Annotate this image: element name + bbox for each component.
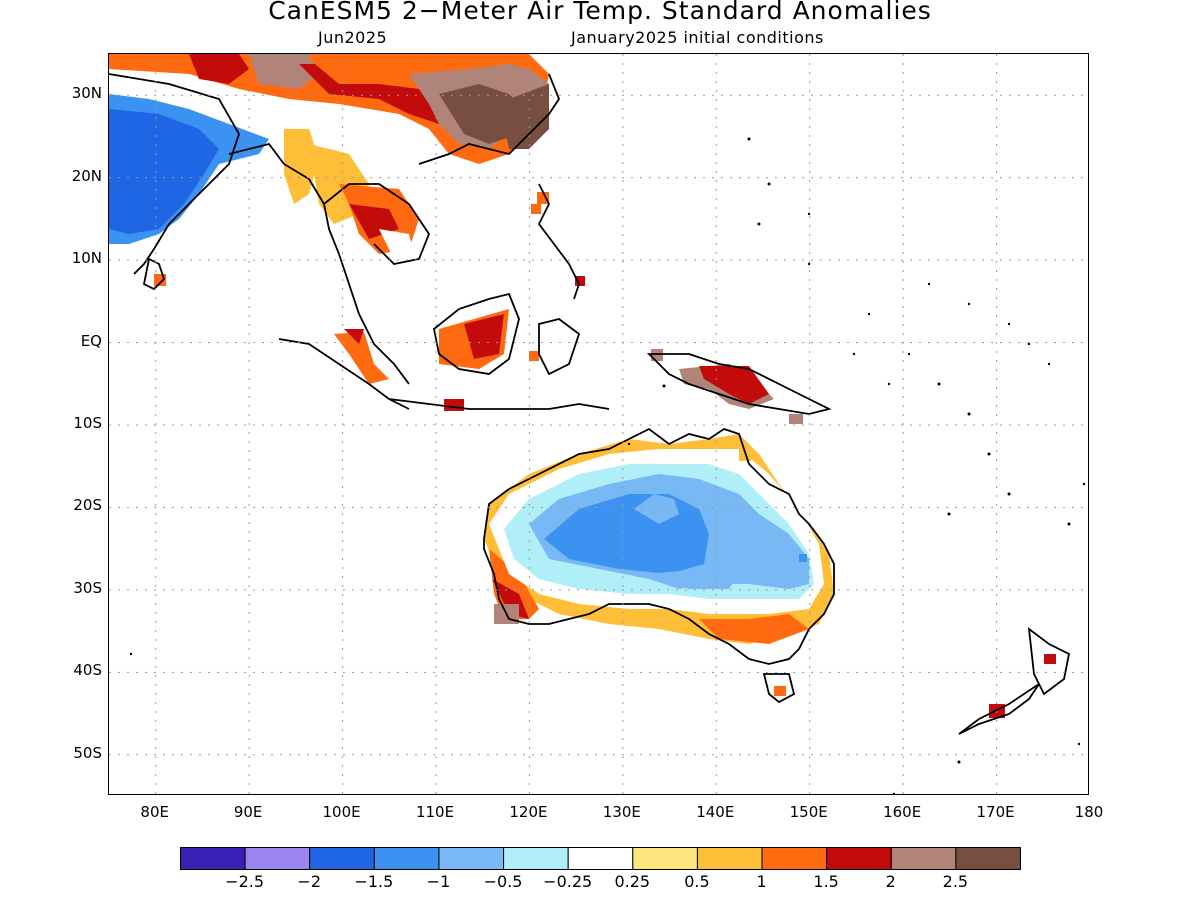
latitude-label: 50S: [73, 743, 102, 762]
latitude-label: 10S: [73, 414, 102, 432]
longitude-label: 90E: [233, 803, 263, 821]
color-swatch: [890, 847, 957, 870]
longitude-label: 120E: [509, 803, 548, 821]
longitude-label: 170E: [976, 803, 1015, 821]
asia-anomalies: [109, 54, 585, 411]
color-legend-label: −2: [297, 872, 322, 891]
color-legend-label: 1: [756, 872, 767, 891]
initial-conditions: January2025 initial conditions: [571, 28, 824, 47]
color-swatch: [955, 847, 1021, 870]
color-legend-bar: [180, 847, 1021, 870]
longitude-label: 160E: [883, 803, 922, 821]
color-legend-label: −1: [426, 872, 451, 891]
color-swatch: [244, 847, 311, 870]
color-legend-label: 0.5: [684, 872, 710, 891]
color-swatch: [567, 847, 634, 870]
color-legend-label: −0.25: [543, 872, 593, 891]
color-swatch: [438, 847, 505, 870]
longitude-label: 100E: [322, 803, 361, 821]
australia-anomalies: [484, 434, 834, 696]
color-swatch: [503, 847, 569, 870]
color-swatch: [180, 847, 246, 870]
color-swatch: [696, 847, 763, 870]
latitude-label: 20N: [71, 166, 102, 185]
map-canvas: [109, 54, 1088, 794]
longitude-label: 130E: [602, 803, 641, 821]
latitude-label: 30S: [73, 578, 102, 597]
color-legend-label: 1.5: [813, 872, 839, 891]
color-legend-label: 0.25: [614, 872, 651, 891]
color-legend-label: 2.5: [942, 872, 969, 891]
pacific-islands: [129, 137, 1086, 794]
longitude-label: 110E: [415, 803, 455, 821]
latitude-label: 10N: [71, 249, 102, 268]
color-legend-label: −1.5: [354, 872, 394, 891]
longitude-label: 150E: [789, 803, 828, 821]
new-guinea-anomalies: [651, 349, 803, 424]
latitude-label: 30N: [71, 84, 102, 103]
latitude-label: 40S: [73, 661, 102, 680]
map-title: CanESM5 2−Meter Air Temp. Standard Anoma…: [268, 0, 932, 25]
coastlines: [109, 73, 1071, 735]
latitude-label: 20S: [73, 496, 102, 515]
longitude-label: 80E: [140, 803, 169, 821]
color-swatch: [309, 847, 375, 870]
longitude-label: 140E: [696, 803, 735, 821]
color-swatch: [632, 847, 698, 870]
forecast-month: Jun2025: [318, 28, 388, 47]
latitude-label: EQ: [80, 331, 102, 350]
graticule: [109, 54, 1088, 794]
color-legend-label: −0.5: [483, 872, 523, 891]
color-legend-label: 2: [885, 872, 896, 891]
color-swatch: [373, 847, 440, 870]
color-swatch: [826, 847, 892, 870]
anomaly-map: [108, 53, 1089, 795]
color-swatch: [761, 847, 828, 870]
longitude-label: 180: [1074, 803, 1104, 821]
color-legend-label: −2.5: [225, 872, 265, 891]
